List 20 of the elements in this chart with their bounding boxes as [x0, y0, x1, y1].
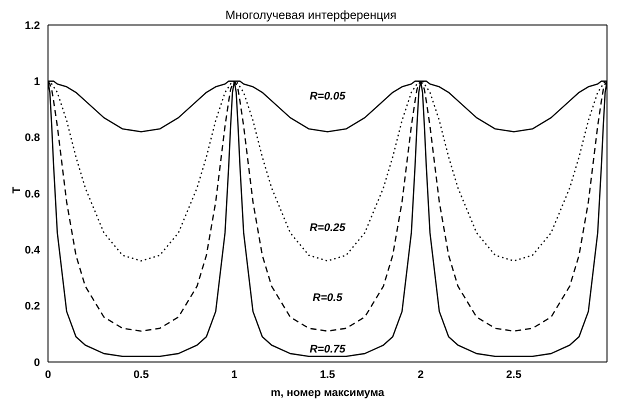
y-tick-label: 0.6 — [24, 188, 40, 200]
series-label: R=0.25 — [310, 222, 346, 234]
x-tick-label: 0 — [44, 368, 52, 381]
text: R=0.05 — [310, 90, 346, 103]
y-tick-label: 0.2 — [24, 300, 40, 313]
y-tick-label: 0.4 — [24, 244, 41, 257]
series-label: R=0.75 — [310, 343, 346, 356]
y-tick-label: 0 — [34, 356, 40, 369]
x-tick-label: 0.5 — [134, 368, 149, 381]
x-tick-label: 2 — [418, 368, 424, 381]
chart-title: Многолучевая интерференция — [225, 8, 397, 22]
y-tick-label: 0.8 — [24, 132, 40, 144]
y-tick-label: 1 — [34, 76, 40, 88]
x-tick-label: 1.5 — [320, 368, 336, 381]
text: R=0.5 — [312, 292, 344, 304]
y-axis-title: T — [10, 186, 23, 194]
x-tick-label: 1 — [231, 368, 238, 381]
x-axis-title: m, номер максимума — [270, 387, 386, 399]
x-tick-label: 2.5 — [506, 368, 522, 381]
y-tick-label: 1.2 — [24, 20, 40, 32]
